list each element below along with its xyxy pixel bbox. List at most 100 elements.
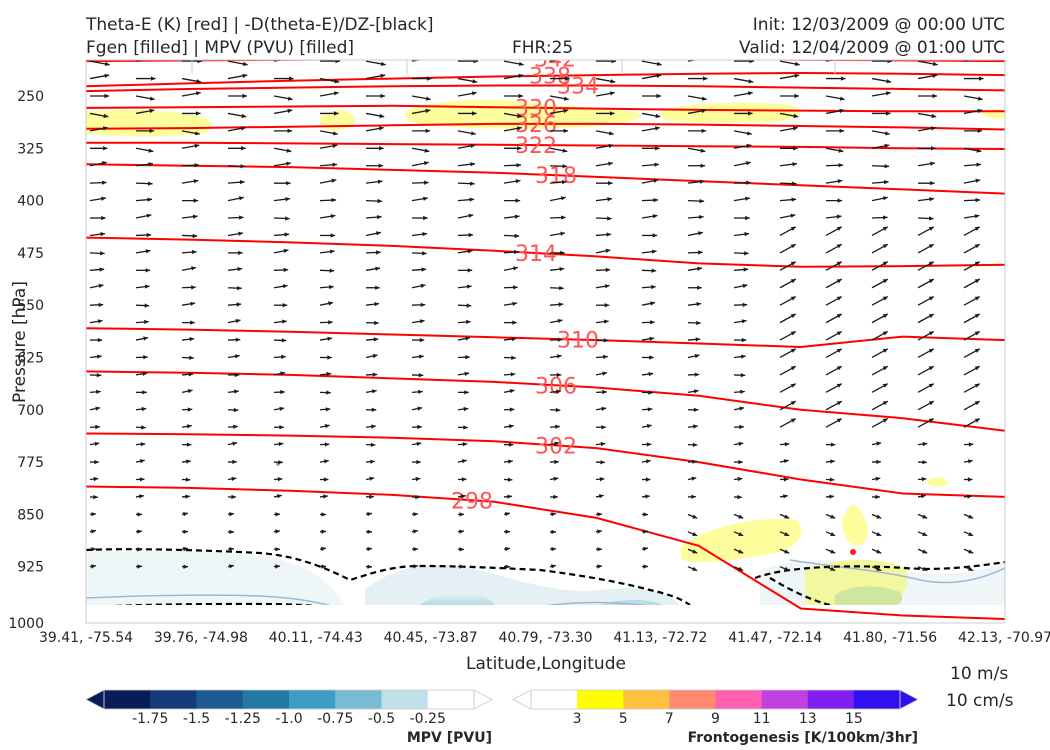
wind-vector-head [830,442,836,447]
wind-vector-head [977,108,983,114]
wind-vector-head [928,418,934,423]
wind-vector-head [102,180,107,185]
terrain-mask [86,605,1005,623]
wind-vector-head [922,441,928,447]
wind-vector-head [196,79,202,84]
wind-vector-head [694,372,700,377]
wind-vector-head [967,477,973,482]
wind-vector-head [185,494,190,499]
wind-vector-head [380,73,386,78]
wind-vector-head [419,319,425,324]
wind-vector-head [137,547,142,552]
wind-vector-head [884,143,890,149]
wind-vector-head [931,113,937,119]
wind-vector-head [239,180,245,185]
wind-vector-head [743,267,749,272]
wind-vector-head [741,319,747,324]
wind-vector-head [597,564,602,569]
theta-e-label-318: 318 [535,164,577,189]
wind-vector-head [512,320,517,325]
wind-vector-head [470,181,475,186]
wind-vector-head [655,113,661,119]
wind-vector-head [563,96,569,101]
wind-vector-head [928,244,934,249]
fgen-yellow-region [842,504,868,546]
wind-vector-head [512,301,518,306]
wind-vector-head [883,215,888,220]
wind-vector-head [882,279,888,284]
wind-vector-head [238,250,243,256]
wind-vector-head [975,198,981,203]
wind-vector-head [650,320,655,325]
wind-vector-head [148,181,153,186]
wind-vector-head [229,512,234,517]
wind-vector-head [738,514,744,519]
wind-vector-head [837,179,843,184]
wind-vector-head [371,424,376,429]
wind-vector-head [275,564,280,569]
fgen-yellow-region [925,477,948,487]
wind-vector-head [836,261,842,266]
wind-vector-head [838,163,844,168]
x-tick-label: 42.13, -70.97 [958,630,1050,646]
wind-vector [549,60,560,62]
wind-vector-head [790,401,796,406]
wind-vector-head [692,532,698,536]
wind-vector-head [100,232,106,237]
fgen-green-region [835,586,903,605]
wind-vector [825,60,836,62]
wind-vector-head [693,407,699,412]
wind-vector-head [514,214,520,219]
wind-vector-head [189,355,194,360]
wind-vector-head [839,96,845,101]
colorbar-extend-left [85,689,105,710]
wind-vector-head [234,389,239,394]
wind-vector-head [91,547,96,552]
wind-vector-head [836,314,842,319]
wind-vector-head [321,564,326,569]
wind-vector-head [331,198,337,203]
wind-vector-head [968,514,974,519]
wind-vector-head [739,424,744,430]
wind-vector-head [95,406,101,411]
wind-vector-head [556,354,562,359]
wind-vector-head [556,389,561,394]
wind-vector-head [737,494,742,500]
colorbar-tick-label: -1.75 [132,711,168,727]
y-tick-label: 1000 [8,616,44,632]
wind-vector-head [882,314,888,319]
wind-vector-head [790,383,796,388]
colorbar-segment [623,690,670,709]
wind-vector-head [472,79,478,84]
wind-vector-head [558,302,564,307]
wind-vector-head [748,111,753,116]
wind-vector-head [875,476,881,481]
wind-vector-head [794,93,799,99]
wind-vector-head [139,459,145,464]
wind-vector-head [192,214,198,219]
wind-vector-head [643,512,648,517]
wind-vector-head [183,512,188,517]
wind-vector [135,60,146,62]
theta-e-label-310: 310 [557,329,599,354]
y-tick-label: 850 [17,507,44,523]
wind-vector-head [928,279,934,284]
wind-vector-head [193,198,199,203]
theta-e-label-298: 298 [451,489,493,514]
colorbar-segment [196,690,244,709]
wind-vector-head [321,512,326,517]
wind-vector-head [882,418,888,423]
wind-vector-head [699,198,705,204]
wind-vector-head [464,390,469,395]
wind-vector-head [420,302,426,307]
wind-vector-head [286,161,291,166]
wind-vector-head [195,91,201,96]
wind-vector-head [652,233,658,238]
wind-vector-head [790,279,796,284]
wind-vector-head [93,476,99,482]
wind-vector-head [103,146,108,151]
wind-vector-head [698,215,704,220]
wind-vector-head [692,459,697,464]
colorbar-extend-right [899,689,919,710]
x-axis-label: Latitude,Longitude [466,654,626,674]
